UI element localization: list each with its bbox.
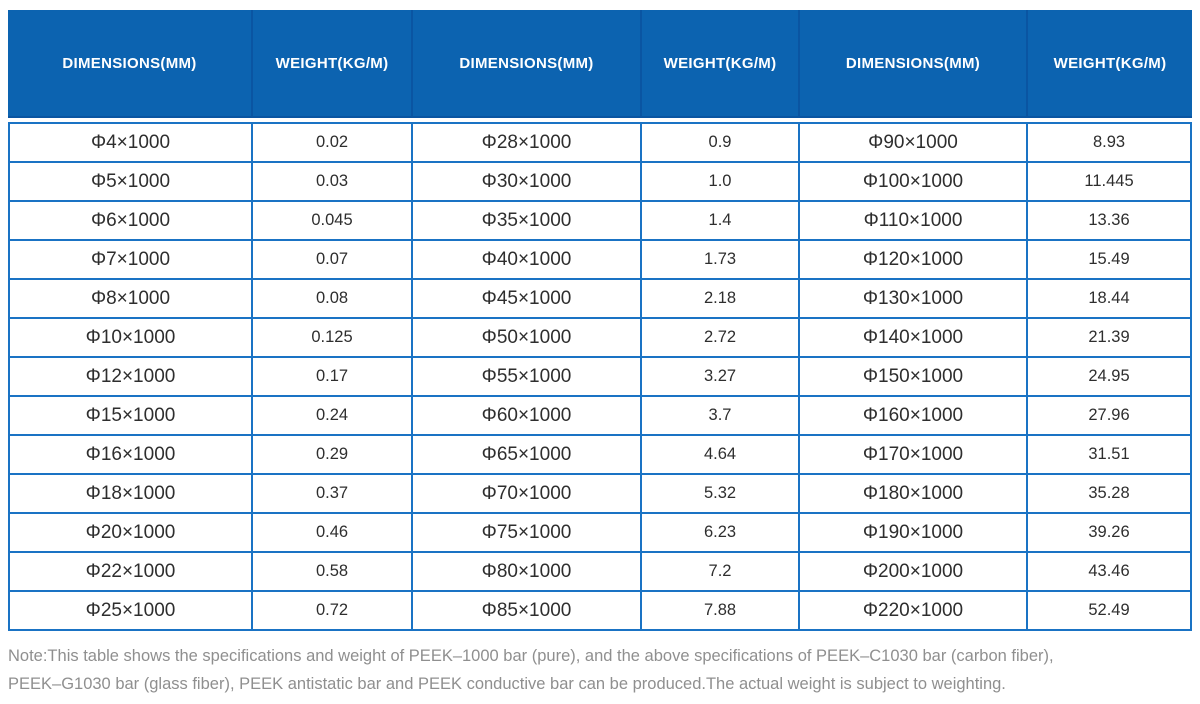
weight-cell: 18.44 [1026,278,1190,317]
dimension-cell: Φ50×1000 [411,317,640,356]
table-note-line1: Note:This table shows the specifications… [8,647,1054,665]
dimension-cell: Φ130×1000 [798,278,1026,317]
column-header-weight-1: WEIGHT(KG/M) [251,10,411,116]
weight-cell: 27.96 [1026,395,1190,434]
dimension-cell: Φ90×1000 [798,124,1026,161]
dimension-cell: Φ8×1000 [10,278,251,317]
weight-cell: 0.46 [251,512,411,551]
weight-cell: 15.49 [1026,239,1190,278]
weight-cell: 1.4 [640,200,798,239]
weight-cell: 0.08 [251,278,411,317]
weight-cell: 39.26 [1026,512,1190,551]
weight-cell: 0.125 [251,317,411,356]
weight-cell: 3.27 [640,356,798,395]
weight-cell: 7.88 [640,590,798,629]
weight-cell: 21.39 [1026,317,1190,356]
column-header-dimensions-1: DIMENSIONS(MM) [62,54,197,72]
dimension-cell: Φ70×1000 [411,473,640,512]
weight-cell: 43.46 [1026,551,1190,590]
column-header-dimensions-2: DIMENSIONS(MM) [411,10,640,116]
weight-cell: 0.58 [251,551,411,590]
dimension-cell: Φ150×1000 [798,356,1026,395]
weight-cell: 0.29 [251,434,411,473]
spec-table-header-row: DIMENSIONS(MM) WEIGHT(KG/M) DIMENSIONS(M… [8,10,1192,118]
dimension-cell: Φ6×1000 [10,200,251,239]
dimension-cell: Φ85×1000 [411,590,640,629]
weight-cell: 4.64 [640,434,798,473]
weight-cell: 35.28 [1026,473,1190,512]
dimension-cell: Φ5×1000 [10,161,251,200]
dimension-cell: Φ30×1000 [411,161,640,200]
dimension-cell: Φ18×1000 [10,473,251,512]
weight-cell: 3.7 [640,395,798,434]
dimension-cell: Φ120×1000 [798,239,1026,278]
dimension-cell: Φ140×1000 [798,317,1026,356]
dimension-cell: Φ55×1000 [411,356,640,395]
column-header-weight-3: WEIGHT(KG/M) [1026,10,1192,116]
dimension-cell: Φ180×1000 [798,473,1026,512]
weight-cell: 0.37 [251,473,411,512]
table-note-line2: PEEK–G1030 bar (glass fiber), PEEK antis… [8,675,1006,693]
dimension-cell: Φ4×1000 [10,124,251,161]
weight-cell: 0.17 [251,356,411,395]
dimension-cell: Φ45×1000 [411,278,640,317]
weight-cell: 6.23 [640,512,798,551]
weight-cell: 13.36 [1026,200,1190,239]
weight-cell: 11.445 [1026,161,1190,200]
dimension-cell: Φ10×1000 [10,317,251,356]
weight-cell: 31.51 [1026,434,1190,473]
weight-cell: 8.93 [1026,124,1190,161]
header-body-divider [8,118,1192,122]
weight-cell: 1.73 [640,239,798,278]
weight-cell: 24.95 [1026,356,1190,395]
weight-cell: 0.72 [251,590,411,629]
dimension-cell: Φ40×1000 [411,239,640,278]
dimension-cell: Φ7×1000 [10,239,251,278]
dimension-cell: Φ75×1000 [411,512,640,551]
weight-cell: 7.2 [640,551,798,590]
weight-cell: 0.045 [251,200,411,239]
weight-cell: 0.02 [251,124,411,161]
dimension-cell: Φ28×1000 [411,124,640,161]
weight-cell: 2.18 [640,278,798,317]
dimension-cell: Φ60×1000 [411,395,640,434]
dimension-cell: Φ100×1000 [798,161,1026,200]
dimension-cell: Φ220×1000 [798,590,1026,629]
weight-cell: 0.24 [251,395,411,434]
dimension-cell: Φ22×1000 [10,551,251,590]
weight-cell: 2.72 [640,317,798,356]
dimension-cell: Φ35×1000 [411,200,640,239]
dimension-cell: Φ16×1000 [10,434,251,473]
weight-cell: 0.03 [251,161,411,200]
dimension-cell: Φ80×1000 [411,551,640,590]
dimension-cell: Φ110×1000 [798,200,1026,239]
dimension-cell: Φ160×1000 [798,395,1026,434]
dimension-cell: Φ65×1000 [411,434,640,473]
dimension-cell: Φ190×1000 [798,512,1026,551]
weight-cell: 52.49 [1026,590,1190,629]
dimension-cell: Φ200×1000 [798,551,1026,590]
weight-cell: 0.9 [640,124,798,161]
dimension-cell: Φ170×1000 [798,434,1026,473]
weight-cell: 0.07 [251,239,411,278]
dimension-cell: Φ12×1000 [10,356,251,395]
weight-cell: 1.0 [640,161,798,200]
dimension-cell: Φ25×1000 [10,590,251,629]
column-header-dimensions-3: DIMENSIONS(MM) [798,10,1026,116]
column-header-weight-2: WEIGHT(KG/M) [640,10,798,116]
spec-table-body: Φ4×1000 0.02 Φ28×1000 0.9 Φ90×1000 8.93 Φ5×100… [8,122,1192,631]
dimension-cell: Φ20×1000 [10,512,251,551]
dimension-cell: Φ15×1000 [10,395,251,434]
table-note: Note:This table shows the specifications… [8,642,1192,698]
weight-cell: 5.32 [640,473,798,512]
